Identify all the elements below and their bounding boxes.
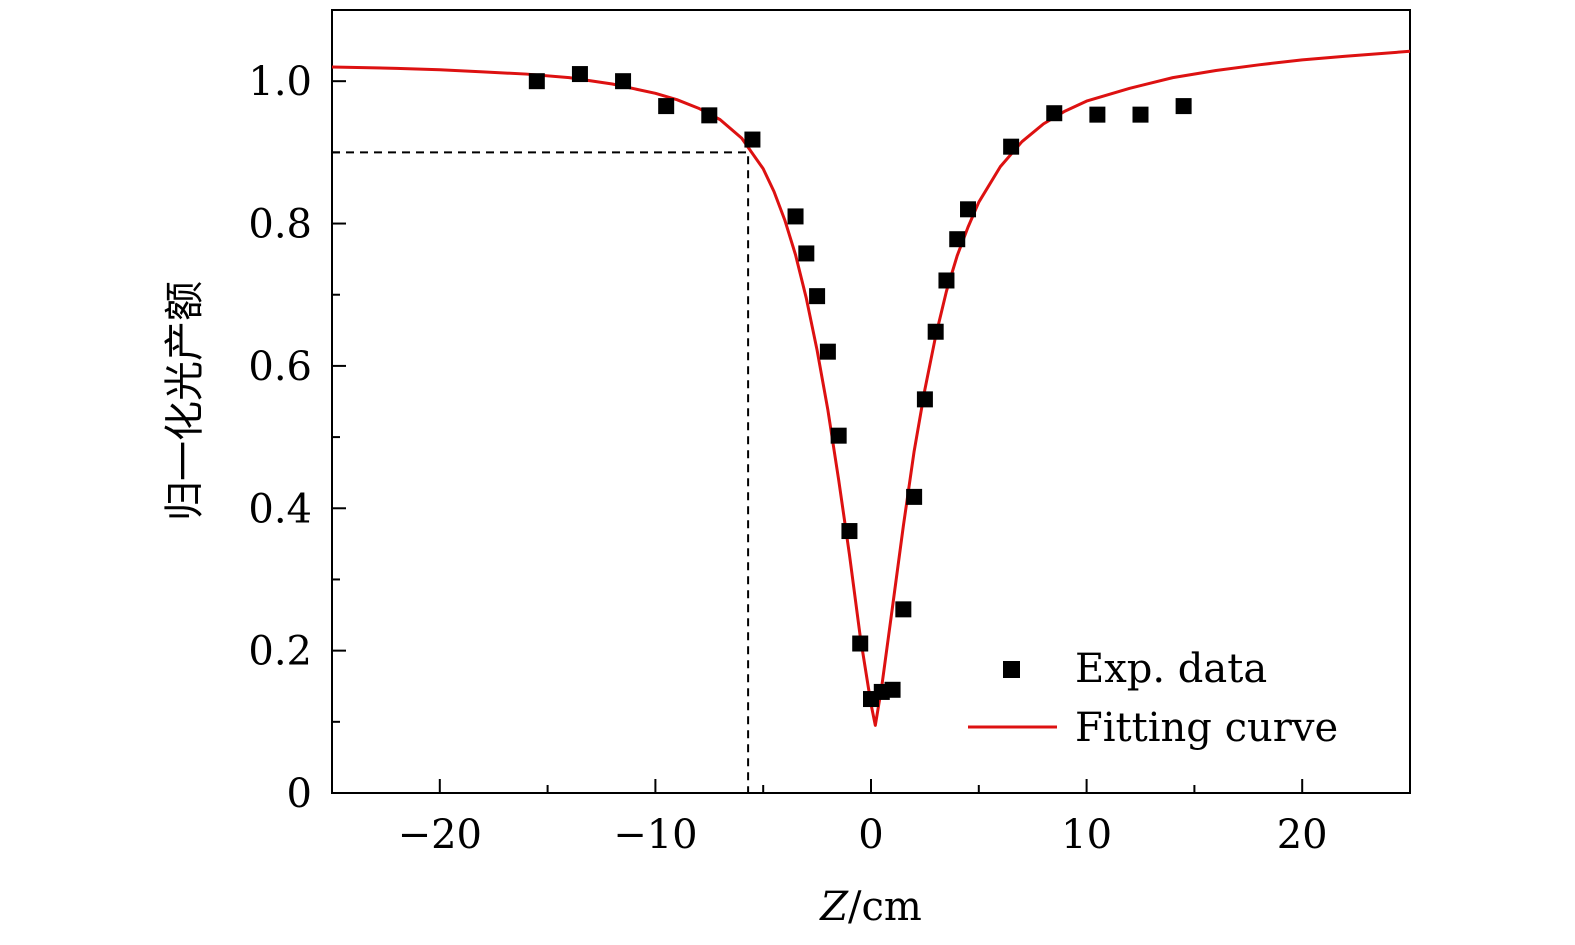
- data-point: [571, 66, 588, 83]
- data-point: [528, 73, 545, 90]
- data-point: [701, 107, 718, 124]
- data-point: [841, 523, 858, 540]
- y-tick-label: 0.8: [248, 202, 312, 248]
- y-tick-label: 0.2: [248, 629, 312, 675]
- data-point: [884, 681, 901, 698]
- data-point: [852, 635, 869, 652]
- y-axis-title: 归一化光产额: [162, 281, 208, 521]
- data-point: [927, 323, 944, 340]
- data-point: [819, 343, 836, 360]
- x-tick-label: 10: [1061, 812, 1112, 858]
- y-tick-label: 0.6: [248, 344, 312, 390]
- x-axis-title: Z/cm: [818, 884, 922, 930]
- legend-label-exp-data: Exp. data: [1075, 646, 1267, 692]
- data-point: [1175, 98, 1192, 115]
- data-point: [1089, 106, 1106, 123]
- data-point: [938, 272, 955, 289]
- x-tick-label: 0: [858, 812, 883, 858]
- data-point: [830, 427, 847, 444]
- reference-lines: [332, 151, 750, 793]
- legend: Exp. data Fitting curve: [968, 646, 1338, 751]
- y-tick-labels: 0 0.2 0.4 0.6 0.8 1.0: [248, 59, 312, 817]
- reference-dashed-line: [332, 151, 750, 793]
- x-tick-label: 20: [1277, 812, 1328, 858]
- x-tick-label: −20: [398, 812, 482, 858]
- y-tick-label: 0: [287, 771, 312, 817]
- data-point: [744, 131, 761, 148]
- data-point: [949, 231, 966, 248]
- x-tick-labels: −20 −10 0 10 20: [398, 812, 1328, 858]
- data-point: [1046, 105, 1063, 122]
- data-point: [1132, 106, 1149, 123]
- y-tick-label: 0.4: [248, 486, 312, 532]
- legend-marker-exp-data: [1003, 661, 1020, 678]
- x-tick-label: −10: [613, 812, 697, 858]
- data-point: [895, 601, 912, 618]
- data-point: [960, 201, 977, 218]
- data-point: [916, 391, 933, 408]
- y-tick-label: 1.0: [248, 59, 312, 105]
- data-point: [658, 98, 675, 115]
- data-point: [809, 288, 826, 305]
- fitting-curve-layer: [331, 49, 1411, 727]
- legend-label-fitting-curve: Fitting curve: [1075, 705, 1338, 751]
- data-point: [615, 73, 632, 90]
- data-point: [798, 245, 815, 262]
- data-point: [906, 488, 923, 505]
- data-point: [787, 208, 804, 225]
- axis-ticks: [332, 80, 1304, 794]
- fitting-curve-line: [331, 49, 1411, 727]
- data-points-layer: [528, 66, 1192, 708]
- data-point: [1003, 138, 1020, 155]
